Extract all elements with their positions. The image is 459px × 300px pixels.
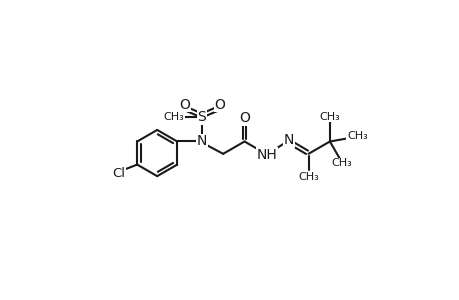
Text: CH₃: CH₃	[163, 112, 184, 122]
Text: NH: NH	[256, 148, 276, 162]
Text: S: S	[197, 110, 206, 124]
Text: O: O	[239, 111, 249, 125]
Text: CH₃: CH₃	[297, 172, 318, 182]
Text: CH₃: CH₃	[319, 112, 340, 122]
Text: CH₃: CH₃	[346, 131, 367, 142]
Text: Cl: Cl	[112, 167, 125, 180]
Text: N: N	[196, 134, 207, 148]
Text: O: O	[179, 98, 190, 112]
Text: N: N	[283, 133, 293, 147]
Text: CH₃: CH₃	[330, 158, 351, 168]
Text: O: O	[214, 98, 225, 112]
